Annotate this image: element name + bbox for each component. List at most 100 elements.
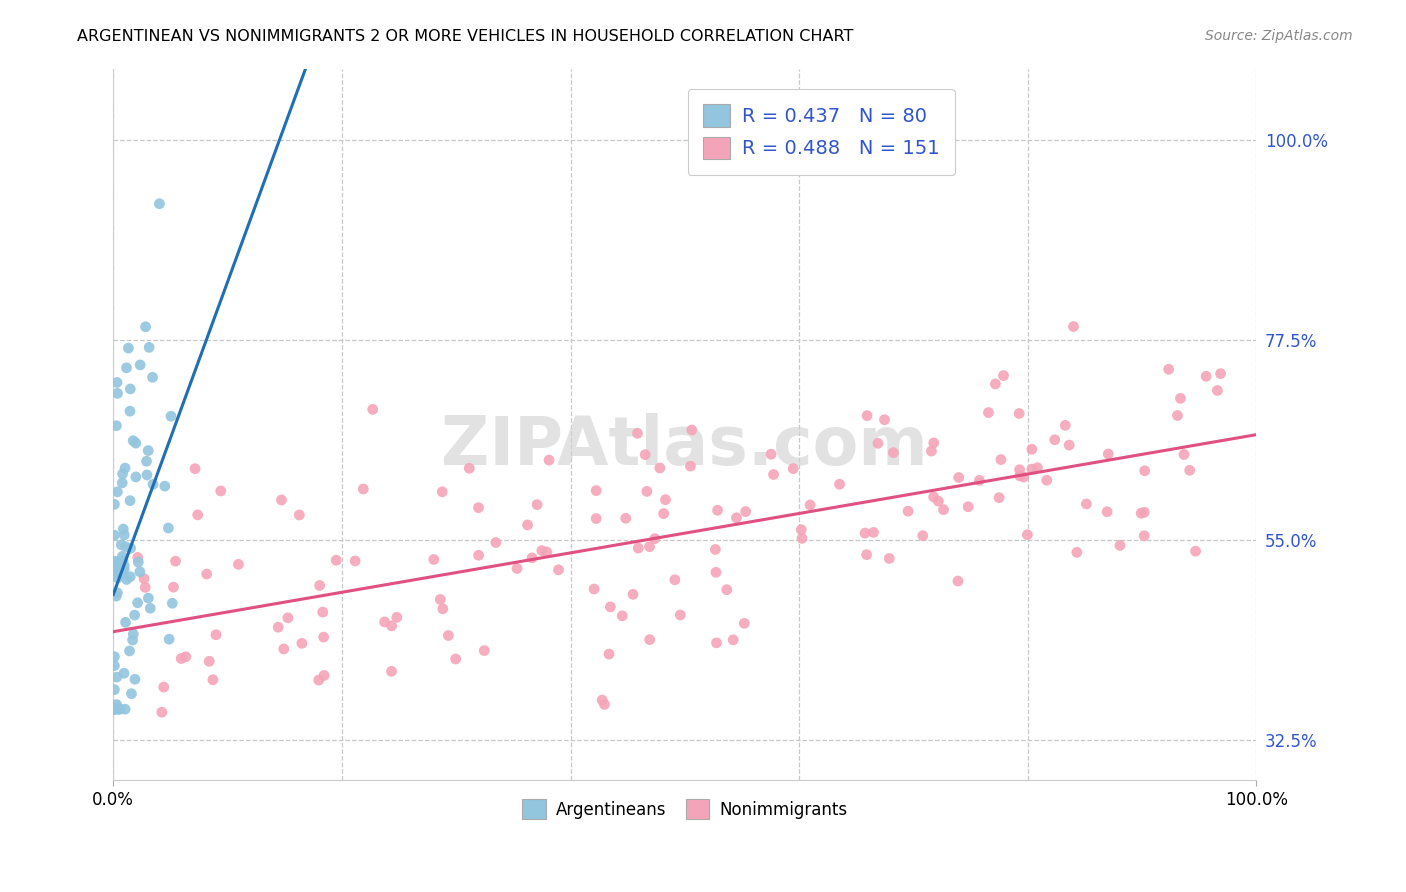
Point	[118, 404, 141, 418]
Point	[877, 551, 900, 566]
Point	[669, 607, 692, 622]
Point	[132, 572, 155, 586]
Point	[127, 550, 149, 565]
Point	[105, 555, 128, 569]
Point	[104, 558, 127, 572]
Point	[103, 567, 125, 582]
Point	[444, 652, 467, 666]
Legend: Argentineans, Nonimmigrants: Argentineans, Nonimmigrants	[516, 793, 853, 825]
Point	[799, 498, 821, 512]
Point	[124, 672, 146, 686]
Point	[361, 402, 384, 417]
Point	[638, 632, 661, 647]
Point	[267, 620, 290, 634]
Point	[634, 448, 657, 462]
Point	[1195, 369, 1218, 384]
Point	[150, 705, 173, 719]
Point	[112, 666, 135, 681]
Point	[107, 386, 129, 401]
Point	[312, 605, 335, 619]
Point	[882, 445, 904, 459]
Point	[105, 484, 128, 499]
Point	[538, 453, 561, 467]
Point	[654, 492, 676, 507]
Point	[273, 642, 295, 657]
Point	[103, 556, 125, 570]
Point	[111, 566, 134, 580]
Point	[153, 479, 176, 493]
Point	[536, 545, 558, 559]
Point	[111, 549, 134, 564]
Point	[1057, 438, 1080, 452]
Point	[270, 493, 292, 508]
Point	[733, 616, 755, 631]
Point	[627, 541, 650, 555]
Point	[467, 500, 489, 515]
Point	[547, 563, 569, 577]
Point	[855, 548, 877, 562]
Point	[932, 502, 955, 516]
Point	[104, 702, 127, 716]
Point	[1017, 528, 1039, 542]
Point	[122, 434, 145, 448]
Point	[125, 436, 148, 450]
Point	[105, 670, 128, 684]
Point	[112, 562, 135, 576]
Point	[103, 558, 125, 572]
Point	[911, 529, 934, 543]
Point	[526, 498, 548, 512]
Text: ZIPAtlas.com: ZIPAtlas.com	[441, 413, 928, 479]
Text: ARGENTINEAN VS NONIMMIGRANTS 2 OR MORE VEHICLES IN HOUSEHOLD CORRELATION CHART: ARGENTINEAN VS NONIMMIGRANTS 2 OR MORE V…	[77, 29, 853, 44]
Point	[198, 654, 221, 668]
Point	[118, 644, 141, 658]
Point	[946, 574, 969, 588]
Point	[1170, 392, 1192, 406]
Point	[790, 532, 813, 546]
Point	[138, 591, 160, 606]
Point	[762, 467, 785, 482]
Point	[679, 459, 702, 474]
Point	[734, 505, 756, 519]
Point	[648, 461, 671, 475]
Point	[170, 651, 193, 665]
Point	[1021, 462, 1043, 476]
Point	[429, 592, 451, 607]
Point	[1054, 418, 1077, 433]
Point	[853, 526, 876, 541]
Point	[187, 508, 209, 522]
Point	[174, 649, 197, 664]
Point	[105, 698, 128, 712]
Point	[897, 504, 920, 518]
Point	[636, 484, 658, 499]
Point	[1130, 506, 1153, 520]
Point	[114, 615, 136, 630]
Point	[103, 702, 125, 716]
Point	[205, 628, 228, 642]
Point	[291, 636, 314, 650]
Point	[1043, 433, 1066, 447]
Point	[1026, 460, 1049, 475]
Point	[122, 627, 145, 641]
Point	[103, 702, 125, 716]
Point	[165, 554, 187, 568]
Point	[1008, 407, 1031, 421]
Point	[704, 566, 727, 580]
Point	[277, 611, 299, 625]
Point	[1209, 367, 1232, 381]
Point	[1097, 447, 1119, 461]
Point	[112, 528, 135, 542]
Point	[103, 702, 125, 716]
Point	[706, 636, 728, 650]
Point	[520, 550, 543, 565]
Point	[117, 341, 139, 355]
Point	[1076, 497, 1098, 511]
Point	[621, 587, 644, 601]
Point	[160, 409, 183, 424]
Point	[105, 418, 128, 433]
Point	[103, 554, 125, 568]
Point	[856, 409, 879, 423]
Point	[381, 619, 404, 633]
Point	[125, 470, 148, 484]
Point	[325, 553, 347, 567]
Point	[1166, 409, 1188, 423]
